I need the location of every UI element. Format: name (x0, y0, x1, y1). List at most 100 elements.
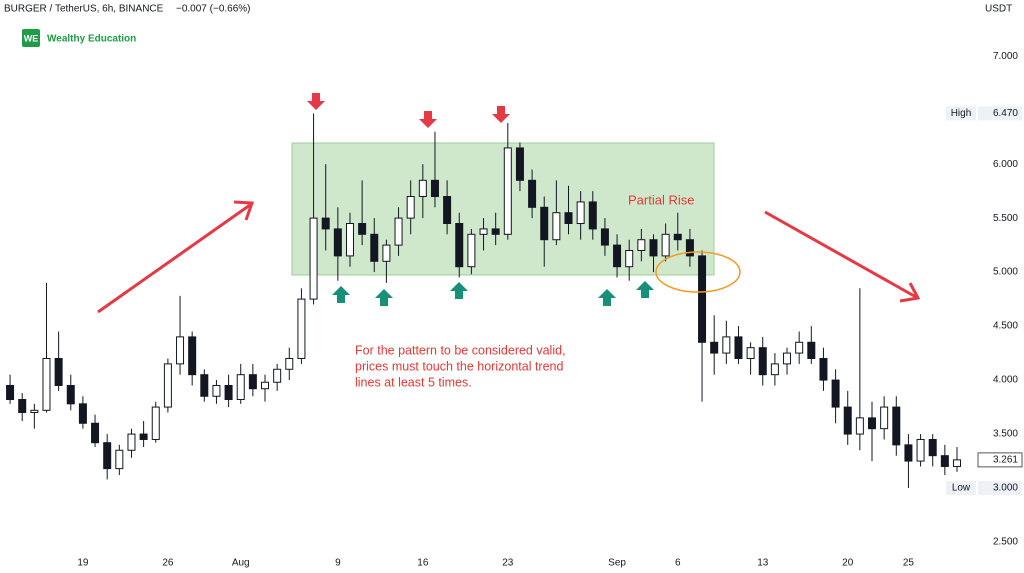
x-tick-label: 20 (842, 558, 854, 569)
candle-body (855, 417, 864, 435)
candle-body (710, 341, 719, 354)
price-tag-name-bg (946, 481, 976, 496)
candle-body (406, 196, 415, 219)
candle-body (212, 384, 221, 397)
candle-body (176, 336, 185, 365)
price-tag: 3.000 (993, 483, 1018, 494)
x-tick-label: 26 (162, 558, 174, 569)
price-tag-name: Low (952, 483, 971, 494)
note-line: prices must touch the horizontal trend (355, 359, 563, 373)
currency: USDT (985, 4, 1012, 15)
candle-body (746, 347, 755, 359)
x-tick-label: 23 (502, 558, 514, 569)
candle-body (564, 212, 573, 225)
candle-body (54, 357, 63, 386)
candle-body (297, 298, 306, 359)
note-line: For the pattern to be considered valid, (355, 343, 566, 357)
candle-body (904, 444, 913, 462)
candle-body (91, 422, 100, 444)
candle-body (685, 239, 694, 257)
candle-body (370, 233, 379, 262)
candle-body (940, 455, 949, 467)
y-tick-label: 6.000 (993, 159, 1018, 170)
candle-body (18, 399, 27, 413)
candle-body (868, 417, 877, 430)
candle-body (928, 438, 937, 457)
price-tag: 3.261 (993, 455, 1018, 466)
price-tag-name: High (951, 108, 972, 119)
candle-body (188, 336, 197, 376)
candle-body (224, 384, 233, 401)
brand: Wealthy Education (47, 34, 136, 45)
candle-body (321, 217, 330, 230)
x-tick-label: Aug (232, 558, 250, 569)
candle-body (66, 384, 75, 405)
candle-body (139, 433, 148, 440)
candle-body (42, 357, 51, 411)
candle-body (382, 244, 391, 262)
x-tick-label: 13 (757, 558, 769, 569)
candle-body (540, 206, 549, 241)
candle-body (758, 347, 767, 376)
candle-body (649, 239, 658, 257)
candle-body (163, 363, 172, 408)
candle-body (600, 228, 609, 246)
candle-body (698, 255, 707, 343)
y-tick-label: 4.000 (993, 375, 1018, 386)
y-tick-label: 3.500 (993, 429, 1018, 440)
candle-body (528, 179, 537, 208)
candle-body (467, 233, 476, 268)
y-tick-label: 4.500 (993, 321, 1018, 332)
candle-body (151, 406, 160, 440)
x-tick-label: 19 (77, 558, 89, 569)
candle-body (358, 223, 367, 235)
candle-body (637, 239, 646, 252)
candle-body (78, 403, 87, 424)
candle-body (515, 147, 524, 181)
candle-body (783, 352, 792, 365)
candle-body (576, 201, 585, 225)
price-tag-name-bg (946, 106, 976, 121)
candle-body (455, 223, 464, 268)
candle-body (661, 233, 670, 257)
candle-body (916, 438, 925, 462)
x-tick-label: Sep (608, 558, 626, 569)
candle-body (892, 406, 901, 446)
breakout-ellipse (655, 251, 741, 293)
top-arrows (307, 93, 510, 128)
candle-body (722, 336, 731, 354)
logo (22, 29, 40, 47)
x-tick-label: 25 (903, 558, 915, 569)
candle-body (30, 409, 39, 413)
candle-body (479, 228, 488, 235)
candle-body (673, 233, 682, 241)
candle-body (770, 363, 779, 376)
candle-body (127, 433, 136, 451)
candle-body (807, 341, 816, 359)
x-tick-label: 16 (417, 558, 429, 569)
note-line: lines at least 5 times. (355, 375, 472, 389)
candle-body (491, 228, 500, 235)
candle-body (236, 374, 245, 401)
candle-body (285, 357, 294, 370)
candle-body (795, 341, 804, 354)
y-tick-label: 2.500 (993, 537, 1018, 548)
candle-body (734, 336, 743, 359)
y-tick-label: 5.000 (993, 267, 1018, 278)
candle-body (443, 196, 452, 225)
candle-body (613, 244, 622, 268)
candle-body (819, 357, 828, 381)
candle-body (200, 374, 209, 397)
zone-label: Partial Rise (628, 192, 694, 207)
price-tag-bg (978, 481, 1022, 496)
candle-body (880, 406, 889, 430)
change: −0.007 (−0.66%) (176, 4, 251, 15)
candle-body (273, 368, 282, 383)
logo-mark: WE (24, 33, 39, 43)
y-tick-label: 7.000 (993, 51, 1018, 62)
price-tag-bg (977, 452, 1023, 468)
bottom-arrows (332, 281, 654, 306)
candle-body (261, 381, 270, 390)
candle-body (6, 384, 15, 401)
